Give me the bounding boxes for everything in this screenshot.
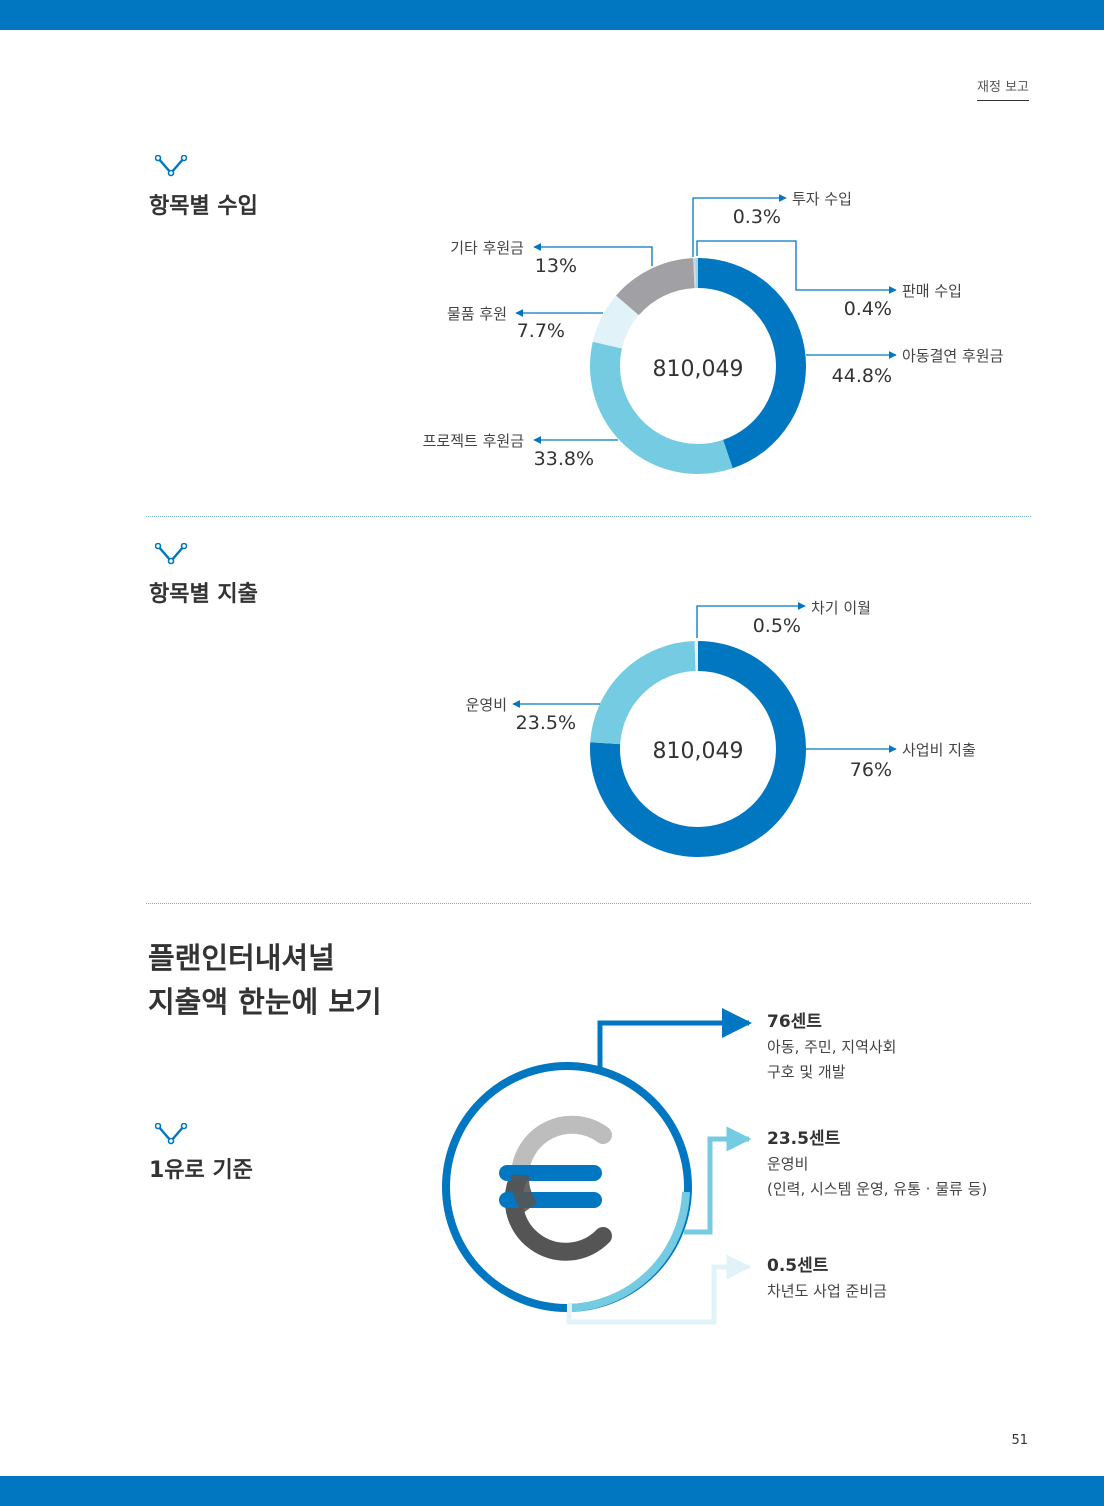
connector-76 (597, 1008, 752, 1068)
connector-23-5 (684, 1126, 752, 1235)
label-investment-income: 투자 수입 (792, 190, 852, 208)
basis-label: 1유로 기준 (149, 1158, 253, 1183)
label-operating-expense: 운영비 (466, 696, 507, 714)
income-donut-chart (590, 257, 806, 474)
income-section-title: 항목별 수입 (149, 194, 258, 219)
label-in-kind: 물품 후원 (447, 305, 507, 323)
label-sales-income: 판매 수입 (902, 282, 962, 300)
chevron-node-icon (155, 155, 187, 177)
page-number: 51 (1011, 1433, 1028, 1448)
label-program-expense: 사업비 지출 (902, 741, 976, 759)
income-total: 810,049 (653, 357, 744, 382)
income-slice-3 (616, 258, 696, 316)
income-slice-2 (592, 295, 640, 350)
connector-0-5 (566, 1254, 752, 1325)
expense-slice-1 (590, 641, 697, 745)
desc-0-5-line1: 차년도 사업 준비금 (767, 1282, 887, 1300)
pct-in-kind: 7.7% (517, 320, 565, 342)
top-color-bar (0, 0, 1104, 30)
euro-ring (442, 1062, 692, 1313)
leader-line (696, 240, 897, 294)
pct-child-sponsorship: 44.8% (832, 365, 892, 387)
chevron-node-icon (155, 543, 187, 565)
amount-23-5: 23.5센트 (767, 1129, 841, 1149)
expense-donut-chart (590, 641, 806, 857)
label-carryover: 차기 이월 (811, 599, 871, 617)
expense-total: 810,049 (653, 739, 744, 764)
summary-item-23-5: 23.5센트 운영비 (인력, 시스템 운영, 유통 · 물류 등) (767, 1127, 987, 1202)
pct-project-donations: 33.8% (534, 448, 594, 470)
leader-line (692, 194, 787, 257)
pct-investment-income: 0.3% (733, 206, 781, 228)
pct-operating-expense: 23.5% (516, 712, 576, 734)
chevron-node-icon (155, 1123, 187, 1145)
label-child-sponsorship: 아동결연 후원금 (902, 347, 1004, 365)
leader-line (533, 243, 653, 266)
desc-76-line1: 아동, 주민, 지역사회 (767, 1038, 897, 1056)
summary-item-0-5: 0.5센트 차년도 사업 준비금 (767, 1254, 887, 1304)
label-project-donations: 프로젝트 후원금 (423, 432, 525, 450)
running-header: 재정 보고 (977, 76, 1029, 101)
expense-section-title: 항목별 지출 (149, 582, 258, 607)
summary-title-line2: 지출액 한눈에 보기 (148, 985, 382, 1019)
income-slice-1 (590, 341, 733, 474)
summary-title: 플랜인터내셔널 지출액 한눈에 보기 (148, 936, 382, 1024)
section-divider (146, 903, 1031, 904)
summary-item-76: 76센트 아동, 주민, 지역사회 구호 및 개발 (767, 1010, 896, 1085)
leader-line (696, 602, 806, 638)
section-divider (146, 516, 1031, 517)
expense-slice-0 (590, 641, 806, 857)
label-other-donations: 기타 후원금 (450, 239, 524, 257)
income-slice-0 (697, 258, 806, 469)
desc-76-line2: 구호 및 개발 (767, 1063, 846, 1081)
amount-76: 76센트 (767, 1012, 822, 1032)
desc-23-5-line2: (인력, 시스템 운영, 유통 · 물류 등) (767, 1180, 988, 1198)
euro-icon (499, 1115, 612, 1261)
pct-other-donations: 13% (535, 255, 577, 277)
amount-0-5: 0.5센트 (767, 1256, 829, 1276)
pct-carryover: 0.5% (753, 615, 801, 637)
pct-sales-income: 0.4% (844, 298, 892, 320)
bottom-color-bar (0, 1476, 1104, 1506)
summary-title-line1: 플랜인터내셔널 (148, 941, 335, 975)
pct-program-expense: 76% (850, 759, 892, 781)
desc-23-5-line1: 운영비 (767, 1155, 809, 1173)
